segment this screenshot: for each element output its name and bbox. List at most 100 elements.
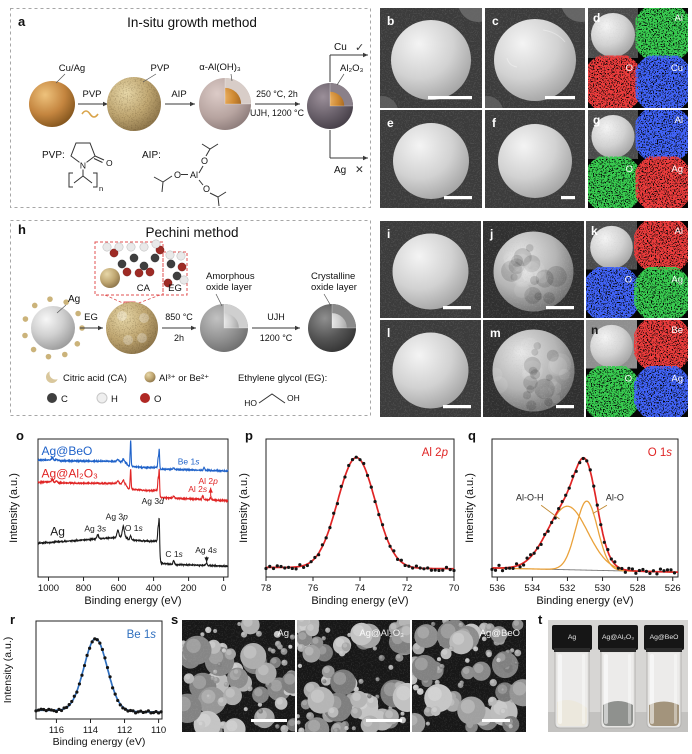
panel-a-letter: a	[18, 14, 26, 29]
panel-k-letter: k	[591, 224, 598, 238]
powder-label-Ag@BeO: Ag@BeO	[480, 628, 520, 639]
chart-annotation: Ag 4s	[195, 545, 218, 555]
x-tick-label: 110	[151, 725, 166, 736]
panel-a-title: In-situ growth method	[127, 15, 257, 30]
survey-trace-Ag@BeO	[37, 440, 229, 473]
y-axis-label: Intensity (a.u.)	[2, 637, 14, 704]
x-tick-label: 72	[402, 583, 413, 594]
eg-oh-label: OH	[287, 393, 300, 403]
aip-arrow-label: AIP	[171, 89, 186, 100]
amorphous-label-2: oxide layer	[206, 282, 252, 293]
chart-annotation: Ag 3p	[106, 512, 129, 522]
panel-h-title: Pechini method	[145, 225, 238, 240]
chart-annotation: Ag@Al₂O₃	[42, 467, 99, 481]
x-axis-label: Binding energy (eV)	[536, 595, 633, 607]
ag-sphere-label: Ag	[68, 294, 80, 305]
branch-cu-label: Cu	[334, 42, 347, 53]
x-tick-label: 532	[560, 583, 576, 594]
sem-image-m: m	[483, 320, 584, 417]
y-axis-label: Intensity (a.u.)	[8, 473, 20, 543]
panel-j-letter: j	[489, 227, 493, 241]
chart-annotation: Ag	[50, 525, 65, 539]
chart-annotation: Al 2s	[188, 484, 208, 494]
vial-cap-label: Ag@BeO	[650, 634, 679, 641]
legend-hydrogen: H	[111, 394, 118, 405]
cu-ag-sphere-label: Cu/Ag	[59, 63, 85, 74]
aip-o-top: O	[201, 156, 208, 166]
panel-h-letter: h	[18, 222, 26, 237]
crystalline-label-1: Crystalline	[311, 271, 355, 282]
panel-b-letter: b	[387, 14, 394, 28]
powder-sem-Ag	[182, 620, 295, 732]
y-axis-label: Intensity (a.u.)	[464, 473, 476, 543]
x-tick-label: 1000	[38, 583, 59, 594]
survey-trace-Ag@Al₂O₃	[37, 468, 229, 504]
x-tick-label: 534	[524, 583, 540, 594]
xps-o1s-chart: 536 534 532 530 528 526 Binding energy (eV) Int…	[462, 427, 692, 607]
calcine-temp-label: 850 °C	[165, 312, 193, 322]
component-label: Al-O	[606, 492, 624, 502]
eds-panel-n: n Be O Ag	[586, 320, 688, 417]
panel-l-letter: l	[387, 326, 390, 340]
x-tick-label: 76	[308, 583, 319, 594]
pechini-schematic-svg: h Pechini method CA EG Ag EG 850 °C 2h Amorphous…	[10, 220, 371, 416]
x-tick-label: 74	[355, 583, 366, 594]
survey-trace-Ag	[37, 517, 229, 569]
vial-cap-label: Ag	[568, 634, 577, 641]
eds-label-Al: Al	[675, 115, 683, 126]
sem-image-c: c	[485, 8, 585, 108]
panel-s-powder-sem: Ag Ag@Al₂O₃ Ag@BeO	[182, 620, 526, 732]
insitu-schematic-svg: a In-situ growth method Cu/Ag PVP PVP AIP α-Al…	[10, 8, 371, 208]
panel-q-letter: q	[468, 428, 476, 443]
panel-m-letter: m	[490, 326, 501, 340]
branch-ag-label: Ag	[334, 165, 346, 176]
scale-bar	[428, 96, 472, 100]
powder-label-Ag@Al₂O₃: Ag@Al₂O₃	[359, 628, 404, 639]
x-tick-label: 400	[146, 583, 162, 594]
x-tick-label: 112	[117, 725, 132, 736]
scale-bar	[443, 306, 471, 310]
panel-t-letter: t	[538, 612, 543, 627]
panel-r-letter: r	[10, 612, 16, 627]
ujh-label: UJH, 1200 °C	[250, 108, 305, 118]
eds-label-Ag: Ag	[671, 164, 683, 175]
panel-c-letter: c	[492, 14, 499, 28]
chart-annotation: O 1s	[125, 523, 144, 533]
eds-label-O: O	[625, 275, 632, 286]
cross-icon: ✕	[355, 164, 364, 176]
panel-f-letter: f	[492, 116, 497, 130]
sem-image-e: e	[380, 110, 482, 208]
crystalline-label-2: oxide layer	[311, 282, 357, 293]
x-tick-label: 78	[261, 583, 272, 594]
pvp-structure-title: PVP:	[42, 150, 65, 161]
sem-image-i: i	[380, 221, 481, 318]
eds-label-Ag: Ag	[671, 275, 683, 286]
panel-s-letter: s	[171, 612, 179, 627]
scale-bar	[546, 306, 574, 310]
panel-d-letter: d	[593, 11, 600, 25]
eg-ho-label: HO	[244, 398, 257, 408]
nitrogen-label: N	[80, 161, 86, 171]
amorphous-label-1: Amorphous	[206, 271, 255, 282]
x-tick-label: 526	[665, 583, 681, 594]
scale-bar	[561, 196, 575, 200]
x-tick-label: 200	[181, 583, 197, 594]
powder-sem-Ag@Al₂O₃	[297, 620, 410, 732]
aloh3-label: α-Al(OH)₃	[199, 62, 241, 73]
legend-ethylene-glycol: Ethylene glycol (EG):	[238, 373, 327, 384]
chart-annotation: Ag 3s	[84, 523, 107, 533]
panel-i-letter: i	[387, 227, 390, 241]
aluminum-label: Al	[190, 170, 198, 180]
legend-carbon: C	[61, 394, 68, 405]
eds-label-O: O	[626, 63, 633, 74]
legend-metal-ion: Al³⁺ or Be²⁺	[159, 373, 209, 384]
eg-arrow-label: EG	[84, 312, 98, 323]
x-tick-label: 536	[489, 583, 505, 594]
inset-ca-label: CA	[137, 283, 151, 294]
chart-annotation: Ag 3d	[142, 496, 165, 506]
eds-panel-k: k Al O Ag	[586, 221, 688, 318]
x-tick-label: 800	[76, 583, 92, 594]
x-tick-label: 0	[221, 583, 226, 594]
sem-image-l: l	[380, 320, 481, 417]
